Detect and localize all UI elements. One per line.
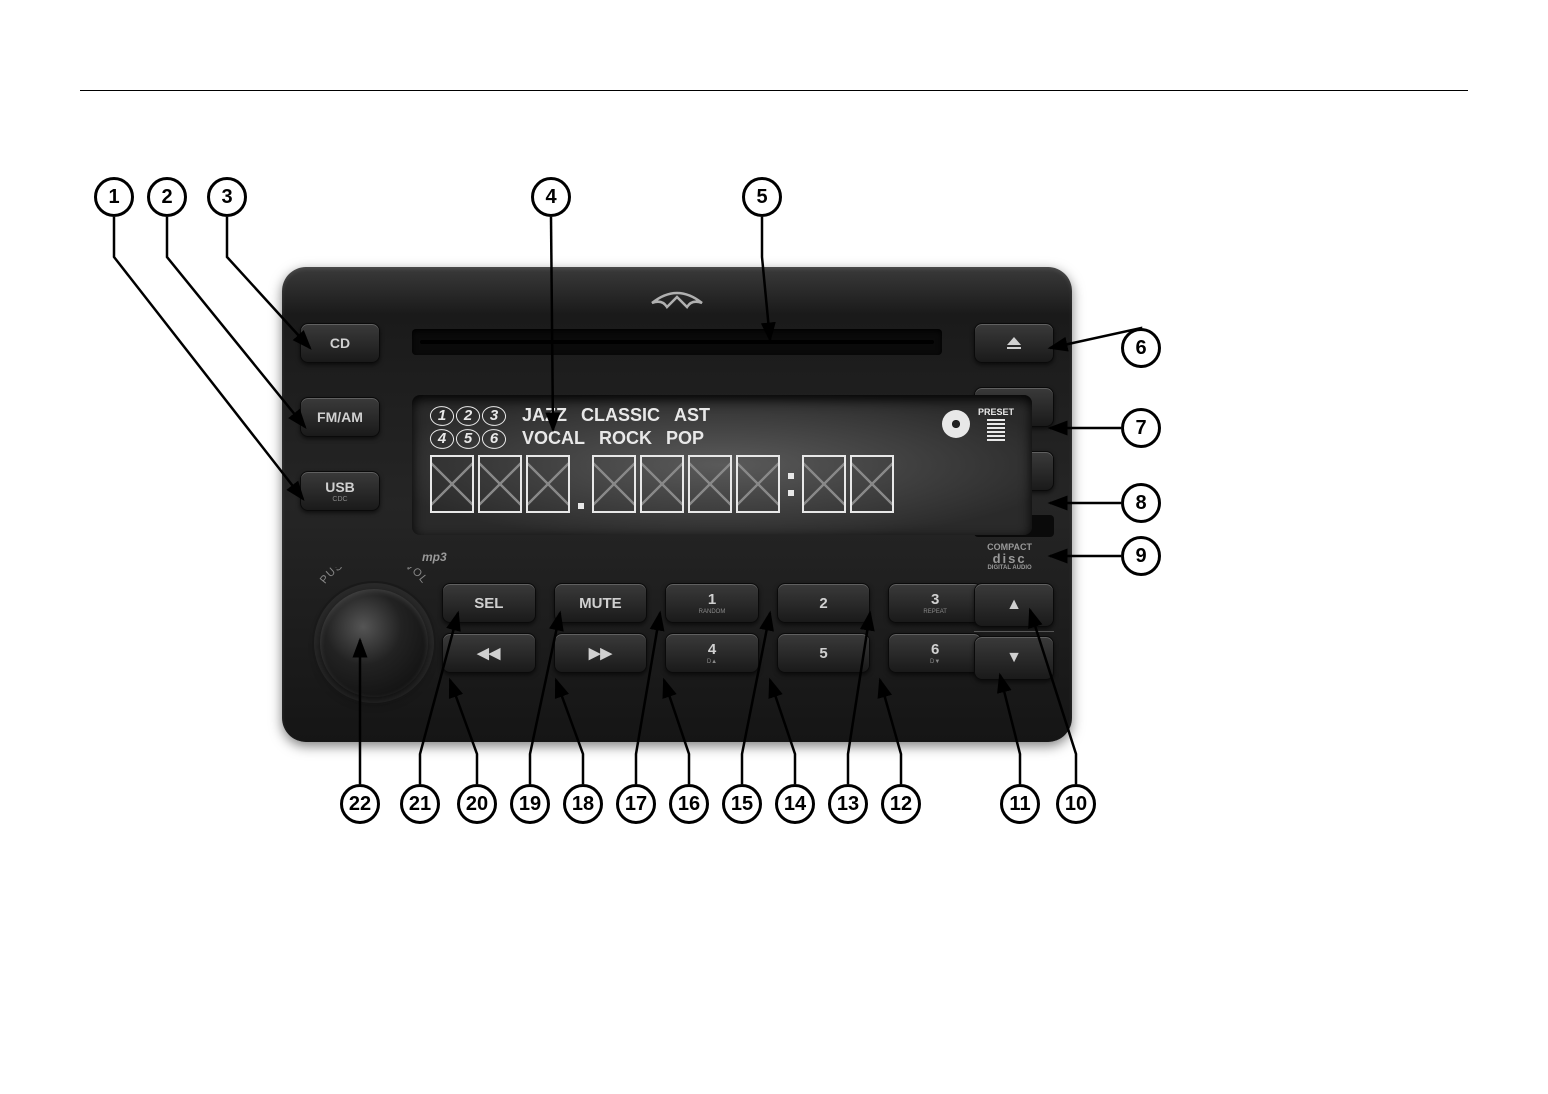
brand-logo	[642, 285, 712, 320]
cd-label: CD	[330, 336, 350, 350]
callout-2: 2	[147, 177, 187, 217]
eq-jazz: JAZZ	[522, 405, 567, 426]
segment-display	[430, 455, 1014, 513]
preset-5: 5	[456, 429, 480, 449]
preset-1-button[interactable]: 1RANDOM	[665, 583, 759, 623]
callout-20: 20	[457, 784, 497, 824]
seg-digit	[592, 455, 636, 513]
divider-line	[80, 90, 1468, 91]
volume-knob-area: PUSH POWER VOL	[304, 567, 444, 707]
seg-dot	[574, 455, 588, 513]
cd-slot[interactable]	[412, 329, 942, 355]
usb-button[interactable]: USB CDC	[300, 471, 380, 511]
preset-2: 2	[456, 406, 480, 426]
eject-icon	[1005, 336, 1023, 350]
callout-5: 5	[742, 177, 782, 217]
preset-3-button[interactable]: 3REPEAT	[888, 583, 982, 623]
up-button[interactable]: ▲	[974, 583, 1054, 627]
preset-4: 4	[430, 429, 454, 449]
down-button[interactable]: ▼	[974, 636, 1054, 680]
callout-22: 22	[340, 784, 380, 824]
preset-5-button[interactable]: 5	[777, 633, 871, 673]
callout-19: 19	[510, 784, 550, 824]
usb-sublabel: CDC	[332, 496, 347, 503]
preset-4-button[interactable]: 4D▲	[665, 633, 759, 673]
below-display-logos: mp3 COMPACT disc DIGITAL AUDIO	[422, 545, 1032, 569]
callout-13: 13	[828, 784, 868, 824]
callout-7: 7	[1121, 408, 1161, 448]
cd-button[interactable]: CD	[300, 323, 380, 363]
callout-11: 11	[1000, 784, 1040, 824]
seg-digit	[478, 455, 522, 513]
power-volume-knob[interactable]	[320, 589, 428, 697]
callout-3: 3	[207, 177, 247, 217]
car-radio: CD FM/AM USB CDC AST SET SCN ⬌ •─	[282, 267, 1072, 742]
seg-digit	[688, 455, 732, 513]
forward-button[interactable]: ▶▶	[554, 633, 648, 673]
seg-digit	[850, 455, 894, 513]
callout-18: 18	[563, 784, 603, 824]
disc-icon	[942, 410, 970, 438]
usb-label: USB	[325, 480, 355, 494]
eq-rock: ROCK	[599, 428, 652, 449]
display-right-icons: PRESET	[942, 407, 1014, 441]
callout-6: 6	[1121, 328, 1161, 368]
callout-16: 16	[669, 784, 709, 824]
preset-6: 6	[482, 429, 506, 449]
callout-1: 1	[94, 177, 134, 217]
callout-10: 10	[1056, 784, 1096, 824]
callout-17: 17	[616, 784, 656, 824]
callout-12: 12	[881, 784, 921, 824]
callout-4: 4	[531, 177, 571, 217]
callout-9: 9	[1121, 536, 1161, 576]
eq-ast: AST	[674, 405, 710, 426]
eq-classic: CLASSIC	[581, 405, 660, 426]
seg-digit	[526, 455, 570, 513]
rewind-button[interactable]: ◀◀	[442, 633, 536, 673]
callout-15: 15	[722, 784, 762, 824]
sel-button[interactable]: SEL	[442, 583, 536, 623]
callout-14: 14	[775, 784, 815, 824]
seg-digit	[736, 455, 780, 513]
compact-disc-logo: COMPACT disc DIGITAL AUDIO	[987, 543, 1032, 571]
fm-am-button[interactable]: FM/AM	[300, 397, 380, 437]
svg-text:PUSH POWER VOL: PUSH POWER VOL	[318, 567, 430, 586]
preset-6-button[interactable]: 6D▼	[888, 633, 982, 673]
fmam-label: FM/AM	[317, 410, 363, 424]
seg-digit	[802, 455, 846, 513]
eject-button[interactable]	[974, 323, 1054, 363]
bottom-button-grid: SEL MUTE 1RANDOM 2 3REPEAT ◀◀ ▶▶ 4D▲ 5 6…	[442, 583, 982, 673]
updown-buttons: ▲ ▼	[974, 583, 1054, 680]
eq-pop: POP	[666, 428, 704, 449]
eq-vocal: VOCAL	[522, 428, 585, 449]
mute-button[interactable]: MUTE	[554, 583, 648, 623]
callout-21: 21	[400, 784, 440, 824]
left-buttons: CD FM/AM USB CDC	[300, 323, 380, 511]
lcd-display: 1 2 3 JAZZ CLASSIC AST 4 5 6 VOCAL ROCK …	[412, 395, 1032, 535]
seg-digit	[640, 455, 684, 513]
preset-bars-icon	[987, 419, 1005, 441]
preset-1: 1	[430, 406, 454, 426]
callout-8: 8	[1121, 483, 1161, 523]
preset-2-button[interactable]: 2	[777, 583, 871, 623]
preset-text: PRESET	[978, 407, 1014, 417]
seg-digit	[430, 455, 474, 513]
preset-3: 3	[482, 406, 506, 426]
mp3-logo: mp3	[422, 550, 447, 564]
seg-colon	[784, 455, 798, 513]
